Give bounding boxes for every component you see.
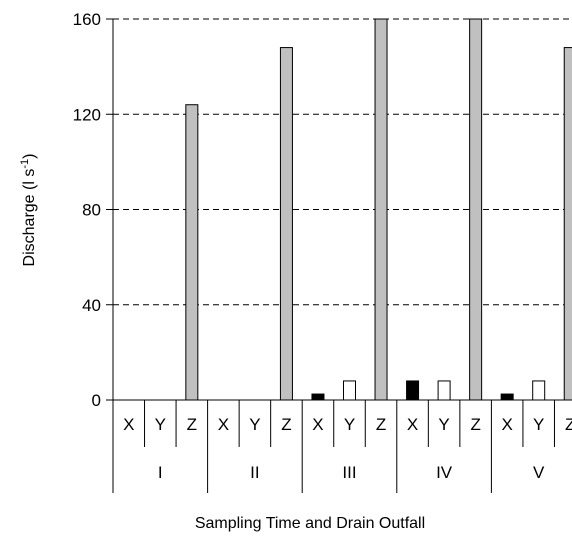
sampling-time-label: IV bbox=[436, 463, 453, 482]
axes bbox=[106, 18, 572, 493]
y-axis-title: Discharge (l s-1) bbox=[19, 154, 38, 267]
gridlines bbox=[113, 18, 572, 306]
y-tick-label: 80 bbox=[82, 201, 101, 220]
bar-III-X bbox=[311, 393, 325, 401]
bar-V-Z bbox=[563, 47, 572, 401]
y-tick-label: 120 bbox=[73, 105, 101, 124]
outfall-label: X bbox=[218, 415, 229, 434]
bar-III-Z bbox=[374, 18, 388, 401]
outfall-label: Y bbox=[249, 415, 260, 434]
outfall-label: Y bbox=[155, 415, 166, 434]
bar-I-Z bbox=[185, 104, 199, 401]
bar-III-Y bbox=[343, 380, 356, 401]
outfall-label: X bbox=[123, 415, 134, 434]
outfall-label: Z bbox=[470, 415, 480, 434]
bar-V-X bbox=[500, 393, 514, 401]
outfall-label: X bbox=[501, 415, 512, 434]
y-tick-label: 160 bbox=[73, 10, 101, 29]
y-axis-title-superscript: -1 bbox=[19, 159, 31, 169]
outfall-label: Z bbox=[187, 415, 197, 434]
outfall-label: Y bbox=[344, 415, 355, 434]
x-axis-title: Sampling Time and Drain Outfall bbox=[195, 515, 425, 532]
sampling-time-label: I bbox=[158, 463, 163, 482]
x-category-labels: X Y Z I X Y Z II X Y Z III X Y Z IV X Y Z V bbox=[123, 415, 572, 482]
bar-IV-Y bbox=[437, 380, 451, 401]
y-tick-label: 40 bbox=[82, 296, 101, 315]
y-tick-label: 0 bbox=[92, 391, 101, 410]
bar-II-Z bbox=[279, 47, 293, 401]
outfall-label: X bbox=[312, 415, 323, 434]
bar-IV-X bbox=[406, 380, 420, 401]
sampling-time-label: III bbox=[342, 463, 356, 482]
outfall-label: Y bbox=[438, 415, 449, 434]
outfall-label: X bbox=[407, 415, 418, 434]
outfall-label: Z bbox=[376, 415, 386, 434]
outfall-label: Y bbox=[533, 415, 544, 434]
outfall-label: Z bbox=[281, 415, 291, 434]
bar-V-Y bbox=[532, 380, 546, 401]
y-tick-labels: 0 40 80 120 160 bbox=[73, 10, 101, 410]
bars bbox=[185, 18, 572, 401]
sampling-time-label: II bbox=[250, 463, 259, 482]
sampling-time-label: V bbox=[533, 463, 545, 482]
outfall-label: Z bbox=[565, 415, 572, 434]
bar-IV-Z bbox=[469, 18, 483, 401]
